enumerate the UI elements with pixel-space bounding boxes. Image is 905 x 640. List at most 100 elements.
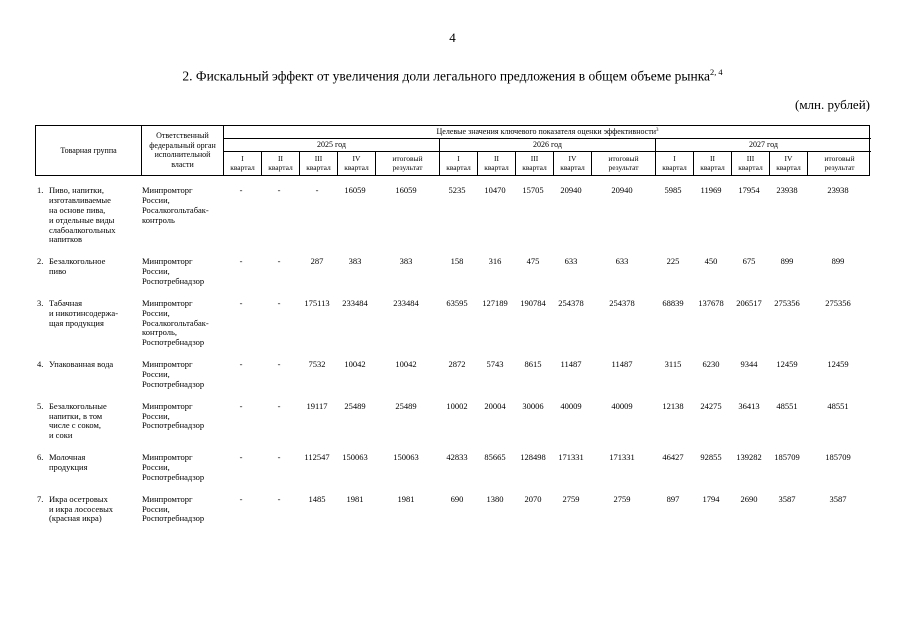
row-number: 6. xyxy=(37,452,44,463)
product-group-cell: 7. Икра осетровых и икра лососевых (крас… xyxy=(35,493,140,525)
value-cell: 1485 xyxy=(308,493,326,504)
value-cell: 12459 xyxy=(827,359,849,370)
value-cell: 1794 xyxy=(702,493,720,504)
value-cell: 25489 xyxy=(344,400,366,411)
value-cell: 383 xyxy=(348,256,362,267)
value-cell: - xyxy=(277,452,281,463)
header-total-2025: итоговый результат xyxy=(375,152,439,176)
agency-cell: Минпромторг России, Роспотребнадзор xyxy=(142,493,205,524)
product-group-cell: 4. Упакованная вода xyxy=(35,359,140,370)
value-cell: 48551 xyxy=(827,400,849,411)
header-q1-2025: I квартал xyxy=(223,152,261,176)
row-number: 1. xyxy=(37,185,44,196)
value-cell: - xyxy=(277,359,281,370)
product-group-text: Молочная продукция xyxy=(49,452,88,472)
row-number: 2. xyxy=(37,256,44,267)
table-row: 1. Пиво, напитки, изготавливаемые на осн… xyxy=(35,185,870,245)
value-cell: 1981 xyxy=(397,493,415,504)
product-group-text: Икра осетровых и икра лососевых (красная… xyxy=(49,493,114,524)
value-cell: - xyxy=(239,256,243,267)
row-number: 4. xyxy=(37,359,44,370)
value-cell: 127189 xyxy=(482,297,508,308)
table-row: 4. Упакованная вода Минпромторг России, … xyxy=(35,359,870,390)
value-cell: 171331 xyxy=(558,452,584,463)
value-cell: 11969 xyxy=(700,185,722,196)
product-group-cell: 5. Безалкогольные напитки, в том числе с… xyxy=(35,401,140,441)
value-cell: 40009 xyxy=(560,400,582,411)
value-cell: 2070 xyxy=(524,493,542,504)
value-cell: 5235 xyxy=(448,185,466,196)
value-cell: 10042 xyxy=(395,359,417,370)
value-cell: 139282 xyxy=(736,452,762,463)
value-cell: 3115 xyxy=(664,359,682,370)
header-year-2027: 2027 год xyxy=(655,138,871,153)
value-cell: - xyxy=(277,493,281,504)
product-group-cell: 2. Безалкогольное пиво xyxy=(35,256,140,277)
value-cell: 48551 xyxy=(776,400,798,411)
table-row: 7. Икра осетровых и икра лососевых (крас… xyxy=(35,493,870,525)
value-cell: 899 xyxy=(831,256,845,267)
value-cell: 275356 xyxy=(825,297,851,308)
value-cell: 675 xyxy=(742,256,756,267)
product-group-text: Пиво, напитки, изготавливаемые на основе… xyxy=(49,185,116,245)
agency-cell: Минпромторг России, Роспотребнадзор xyxy=(142,359,205,389)
value-cell: 475 xyxy=(526,256,540,267)
value-cell: 233484 xyxy=(393,297,419,308)
header-q4-2027: IV квартал xyxy=(769,152,807,176)
value-cell: 3587 xyxy=(829,493,847,504)
agency-cell: Минпромторг России, Роспотребнадзор xyxy=(142,256,205,286)
value-cell: 5743 xyxy=(486,359,504,370)
value-cell: 899 xyxy=(780,256,794,267)
value-cell: 23938 xyxy=(776,185,798,196)
header-responsible-agency: Ответственный федеральный орган исполнит… xyxy=(141,125,223,176)
value-cell: 316 xyxy=(488,256,502,267)
value-cell: - xyxy=(277,185,281,196)
header-total-2027: итоговый результат xyxy=(807,152,871,176)
product-group-text: Упакованная вода xyxy=(49,359,114,370)
value-cell: 254378 xyxy=(558,297,584,308)
value-cell: 185709 xyxy=(774,452,800,463)
value-cell: 206517 xyxy=(736,297,762,308)
value-cell: 233484 xyxy=(342,297,368,308)
header-total-2026: итоговый результат xyxy=(591,152,655,176)
page-title: 2. Фискальный эффект от увеличения доли … xyxy=(0,68,905,85)
value-cell: - xyxy=(239,297,243,308)
value-cell: 633 xyxy=(615,256,629,267)
header-q4-2025: IV квартал xyxy=(337,152,375,176)
value-cell: 690 xyxy=(450,493,464,504)
value-cell: 897 xyxy=(666,493,680,504)
header-q2-2027: II квартал xyxy=(693,152,731,176)
header-q3-2027: III квартал xyxy=(731,152,769,176)
value-cell: 25489 xyxy=(395,400,417,411)
header-year-2025: 2025 год xyxy=(223,138,439,153)
title-text: 2. Фискальный эффект от увеличения доли … xyxy=(182,68,711,84)
value-cell: 450 xyxy=(704,256,718,267)
header-product-group: Товарная группа xyxy=(60,145,117,155)
value-cell: 190784 xyxy=(520,297,546,308)
value-cell: 3587 xyxy=(778,493,796,504)
value-cell: 2759 xyxy=(613,493,631,504)
value-cell: 175113 xyxy=(304,297,330,308)
value-cell: 112547 xyxy=(304,452,330,463)
value-cell: - xyxy=(277,256,281,267)
value-cell: 9344 xyxy=(740,359,758,370)
value-cell: 40009 xyxy=(611,400,633,411)
value-cell: 20940 xyxy=(560,185,582,196)
value-cell: 12459 xyxy=(776,359,798,370)
units-label: (млн. рублей) xyxy=(795,96,870,112)
value-cell: 633 xyxy=(564,256,578,267)
value-cell: 150063 xyxy=(393,452,419,463)
value-cell: 158 xyxy=(450,256,464,267)
header-q2-2025: II квартал xyxy=(261,152,299,176)
value-cell: 11487 xyxy=(611,359,633,370)
value-cell: 1380 xyxy=(486,493,504,504)
table-row: 2. Безалкогольное пиво Минпромторг Росси… xyxy=(35,256,870,287)
value-cell: 10470 xyxy=(484,185,506,196)
agency-cell: Минпромторг России, Роспотребнадзор xyxy=(142,400,205,431)
value-cell: 10042 xyxy=(344,359,366,370)
value-cell: 12138 xyxy=(662,400,684,411)
kpi-footnote-ref: 3 xyxy=(656,128,659,134)
value-cell: 275356 xyxy=(774,297,800,308)
value-cell: 85665 xyxy=(484,452,506,463)
